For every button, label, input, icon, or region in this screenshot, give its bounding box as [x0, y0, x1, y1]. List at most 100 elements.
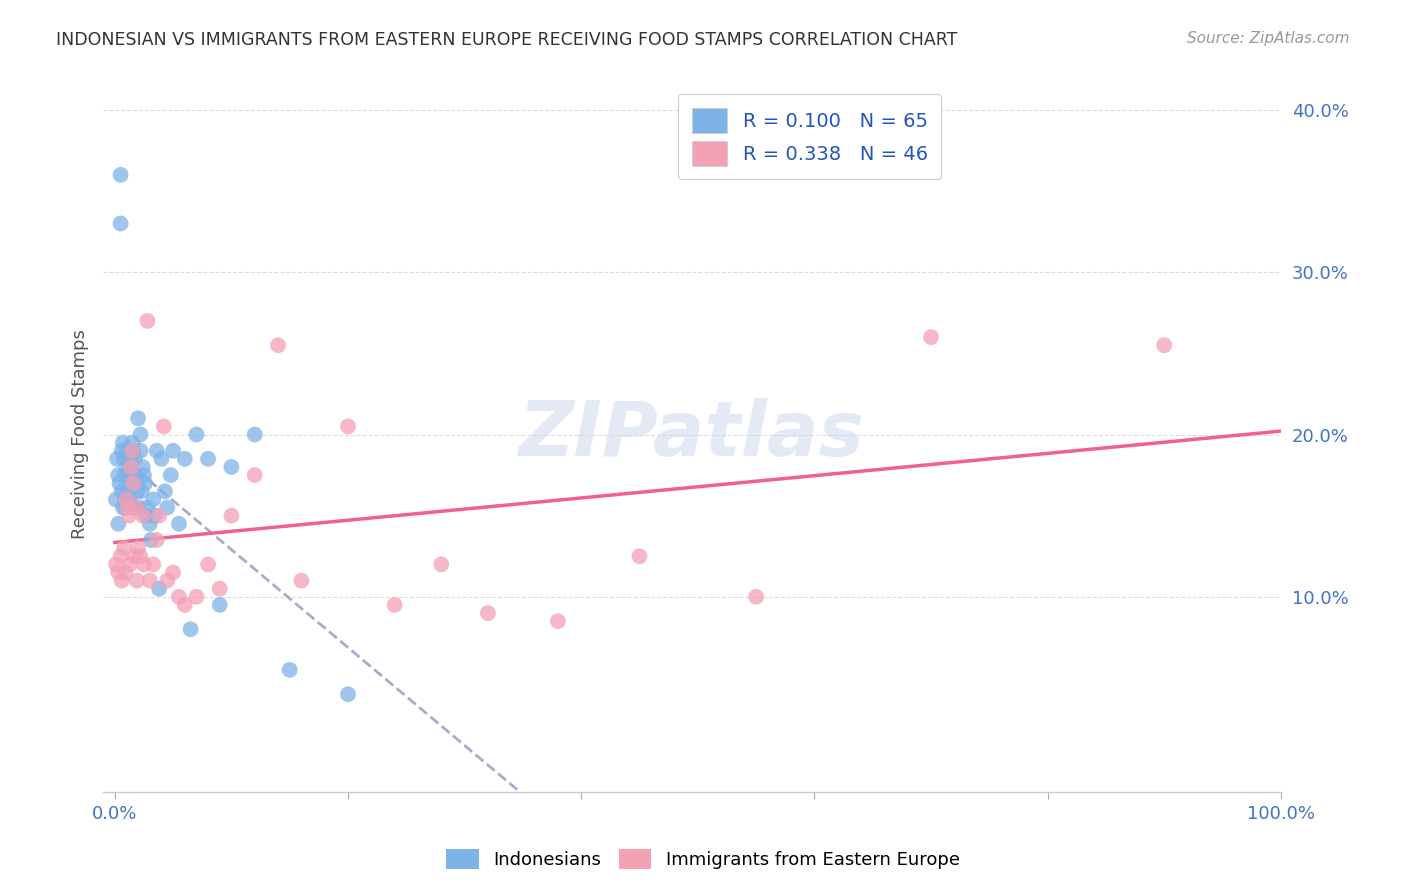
Point — [131, 484, 153, 499]
Point — [129, 427, 152, 442]
Point — [107, 468, 129, 483]
Point — [162, 443, 184, 458]
Point — [152, 419, 174, 434]
Point — [108, 476, 131, 491]
Point — [114, 566, 136, 580]
Point — [124, 549, 146, 564]
Point — [121, 500, 143, 515]
Point — [384, 598, 406, 612]
Point — [278, 663, 301, 677]
Point — [132, 558, 155, 572]
Point — [547, 614, 569, 628]
Point — [122, 476, 145, 491]
Point — [1153, 338, 1175, 352]
Point — [150, 451, 173, 466]
Point — [208, 582, 231, 596]
Point — [477, 606, 499, 620]
Legend: R = 0.100   N = 65, R = 0.338   N = 46: R = 0.100 N = 65, R = 0.338 N = 46 — [679, 95, 942, 179]
Point — [127, 476, 149, 491]
Point — [142, 492, 165, 507]
Point — [337, 687, 360, 701]
Point — [186, 427, 208, 442]
Text: INDONESIAN VS IMMIGRANTS FROM EASTERN EUROPE RECEIVING FOOD STAMPS CORRELATION C: INDONESIAN VS IMMIGRANTS FROM EASTERN EU… — [56, 31, 957, 49]
Point — [920, 330, 942, 344]
Point — [132, 508, 155, 523]
Point — [111, 443, 134, 458]
Point — [136, 314, 159, 328]
Point — [120, 460, 142, 475]
Point — [122, 443, 145, 458]
Point — [337, 419, 360, 434]
Point — [167, 590, 190, 604]
Point — [112, 468, 135, 483]
Point — [124, 500, 146, 515]
Point — [243, 427, 266, 442]
Point — [104, 558, 127, 572]
Point — [105, 451, 128, 466]
Point — [180, 622, 202, 636]
Point — [221, 460, 243, 475]
Point — [162, 566, 184, 580]
Point — [115, 492, 138, 507]
Point — [145, 443, 167, 458]
Point — [197, 558, 219, 572]
Point — [124, 451, 146, 466]
Point — [132, 468, 155, 483]
Point — [139, 574, 162, 588]
Point — [127, 541, 149, 555]
Point — [186, 590, 208, 604]
Point — [134, 476, 156, 491]
Point — [208, 598, 231, 612]
Point — [243, 468, 266, 483]
Point — [135, 508, 157, 523]
Point — [173, 598, 195, 612]
Point — [107, 566, 129, 580]
Point — [111, 435, 134, 450]
Point — [115, 460, 138, 475]
Point — [114, 492, 136, 507]
Point — [104, 492, 127, 507]
Point — [107, 516, 129, 531]
Point — [118, 468, 141, 483]
Point — [139, 533, 162, 547]
Point — [745, 590, 768, 604]
Point — [120, 451, 142, 466]
Point — [118, 508, 141, 523]
Point — [111, 574, 134, 588]
Point — [156, 500, 179, 515]
Point — [112, 451, 135, 466]
Point — [125, 500, 148, 515]
Point — [112, 541, 135, 555]
Point — [143, 508, 166, 523]
Point — [121, 443, 143, 458]
Point — [221, 508, 243, 523]
Y-axis label: Receiving Food Stamps: Receiving Food Stamps — [72, 329, 89, 540]
Point — [145, 533, 167, 547]
Point — [114, 500, 136, 515]
Text: Source: ZipAtlas.com: Source: ZipAtlas.com — [1187, 31, 1350, 46]
Point — [127, 411, 149, 425]
Point — [139, 516, 162, 531]
Point — [110, 168, 132, 182]
Point — [430, 558, 453, 572]
Point — [117, 484, 139, 499]
Point — [197, 451, 219, 466]
Point — [117, 476, 139, 491]
Point — [290, 574, 312, 588]
Text: ZIPatlas: ZIPatlas — [519, 398, 865, 472]
Point — [153, 484, 176, 499]
Point — [125, 468, 148, 483]
Point — [120, 468, 142, 483]
Point — [118, 558, 141, 572]
Point — [132, 460, 155, 475]
Point — [148, 582, 170, 596]
Point — [121, 435, 143, 450]
Point — [167, 516, 190, 531]
Legend: Indonesians, Immigrants from Eastern Europe: Indonesians, Immigrants from Eastern Eur… — [437, 839, 969, 879]
Point — [136, 500, 159, 515]
Point — [125, 484, 148, 499]
Point — [156, 574, 179, 588]
Point — [129, 443, 152, 458]
Point — [142, 558, 165, 572]
Point — [173, 451, 195, 466]
